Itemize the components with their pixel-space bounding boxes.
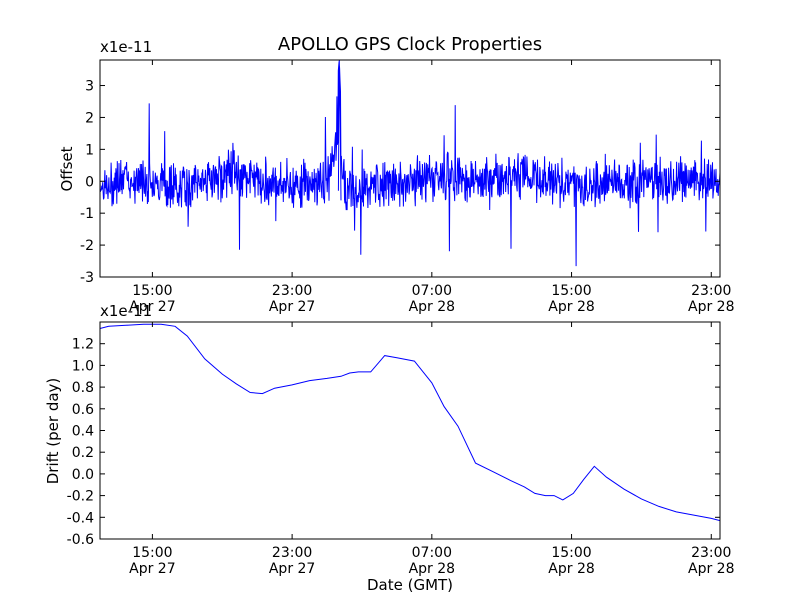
drift-series-line (99, 323, 721, 522)
offset-series-line (99, 59, 721, 267)
y-tick-label: -0.6 (67, 532, 94, 548)
x-tick-time: 23:00 (691, 545, 731, 561)
y-tick-label: -2 (80, 238, 94, 254)
offset-y-label: Offset (58, 146, 76, 191)
x-tick-date: Apr 27 (129, 299, 175, 315)
y-tick-label: 1 (85, 142, 94, 158)
y-tick-label: 0.4 (72, 424, 94, 440)
y-tick-label: 0.6 (72, 402, 94, 418)
x-tick-time: 07:00 (412, 545, 452, 561)
x-tick-date: Apr 28 (409, 561, 455, 577)
y-tick-label: 2 (85, 110, 94, 126)
x-tick-time: 15:00 (132, 545, 172, 561)
x-tick-time: 07:00 (412, 283, 452, 299)
y-tick-label: 3 (85, 79, 94, 95)
y-tick-label: 0.2 (72, 445, 94, 461)
drift-axes-frame (99, 321, 721, 540)
offset-axes-frame (99, 59, 721, 278)
x-tick-time: 15:00 (551, 283, 591, 299)
x-tick-time: 23:00 (691, 283, 731, 299)
x-tick-time: 15:00 (132, 283, 172, 299)
y-tick-label: -0.4 (67, 510, 94, 526)
x-tick-date: Apr 27 (269, 299, 315, 315)
y-tick-label: 0.0 (72, 467, 94, 483)
x-tick-date: Apr 28 (548, 299, 594, 315)
offset-scale-label: x1e-11 (100, 38, 152, 56)
x-tick-date: Apr 27 (129, 561, 175, 577)
y-tick-label: 1.0 (72, 358, 94, 374)
x-tick-date: Apr 27 (269, 561, 315, 577)
x-tick-date: Apr 28 (409, 299, 455, 315)
y-tick-label: -0.2 (67, 489, 94, 505)
y-tick-label: -1 (80, 206, 94, 222)
x-tick-time: 23:00 (272, 545, 312, 561)
drift-panel: x1e-11 Drift (per day) Date (GMT) -0.6 -0… (44, 302, 735, 594)
drift-x-label: Date (GMT) (367, 576, 453, 594)
drift-axis-ticks: -0.6-0.4-0.20.00.20.40.60.81.01.215:00Ap… (67, 322, 735, 577)
drift-scale-label: x1e-11 (100, 302, 152, 320)
x-tick-date: Apr 28 (548, 561, 594, 577)
y-tick-label: 0 (85, 174, 94, 190)
y-tick-label: 1.2 (72, 337, 94, 353)
drift-y-label: Drift (per day) (44, 378, 62, 485)
x-tick-date: Apr 28 (688, 561, 734, 577)
offset-panel: APOLLO GPS Clock Properties x1e-11 Offse… (58, 34, 735, 315)
chart-title: APOLLO GPS Clock Properties (278, 34, 542, 55)
x-tick-date: Apr 28 (688, 299, 734, 315)
y-tick-label: 0.8 (72, 380, 94, 396)
x-tick-time: 23:00 (272, 283, 312, 299)
x-tick-time: 15:00 (551, 545, 591, 561)
y-tick-label: -3 (80, 270, 94, 286)
